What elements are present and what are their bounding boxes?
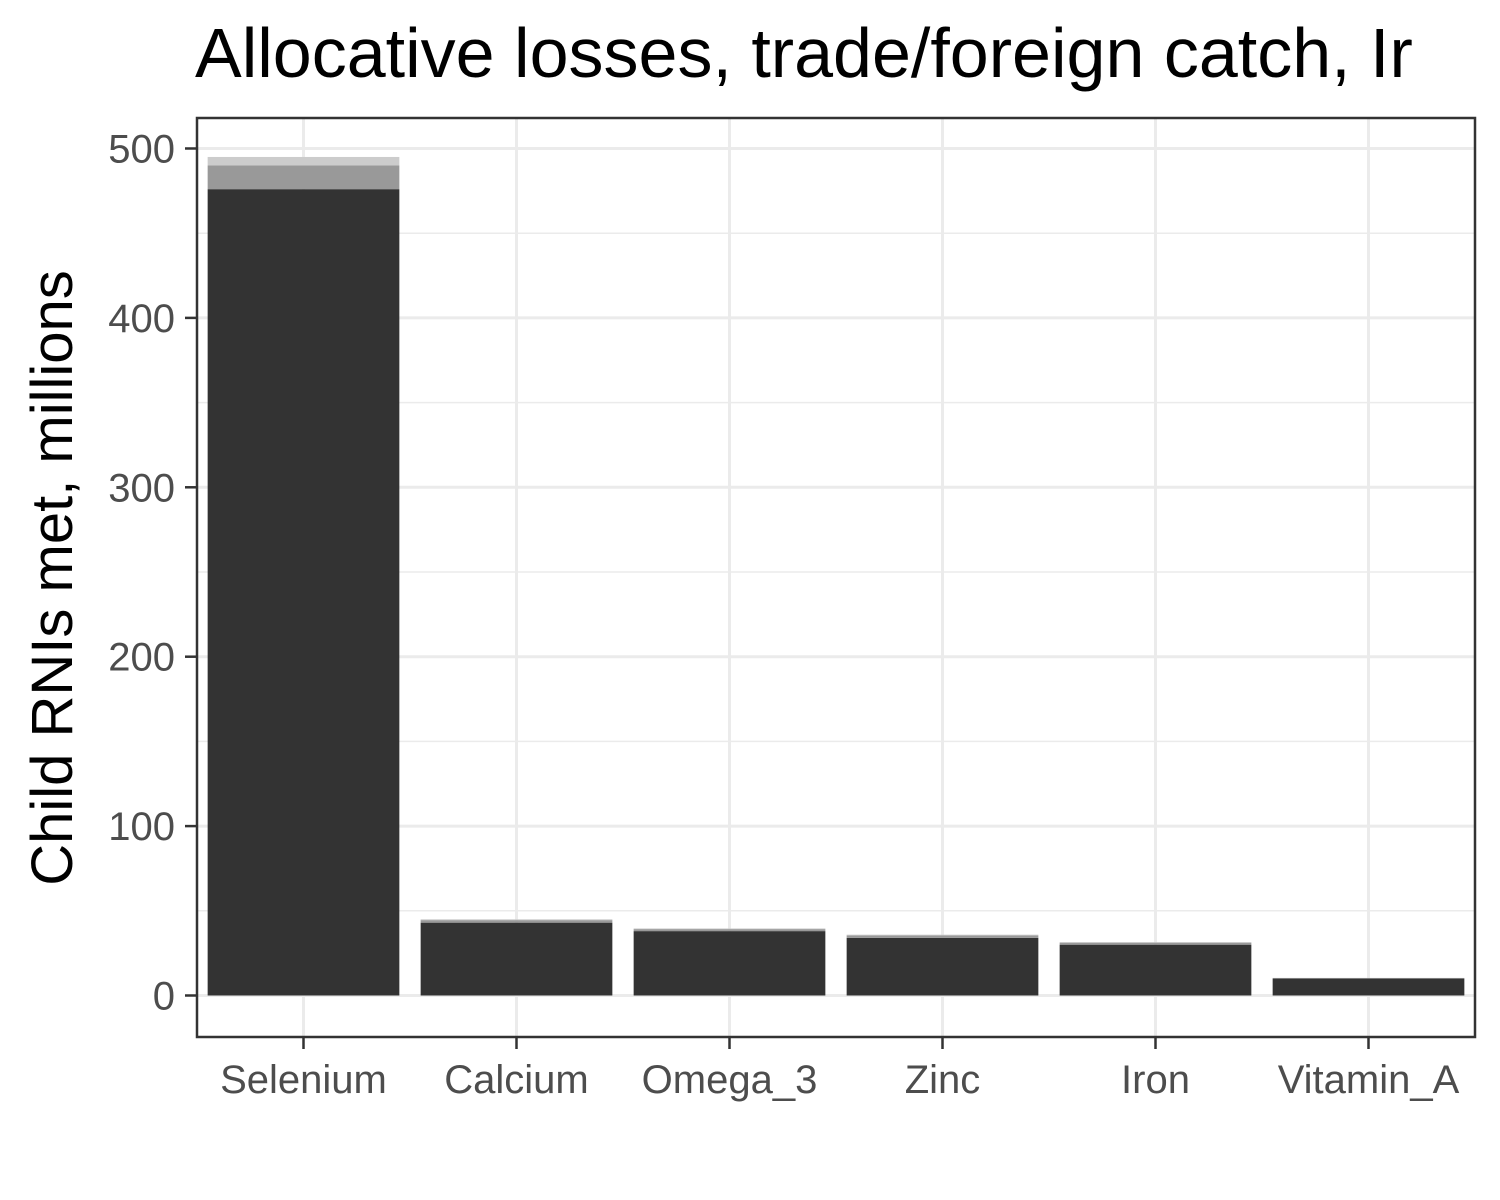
bar-calcium-segment-3 xyxy=(420,919,613,921)
bar-omega-3-segment-1 xyxy=(633,931,826,996)
y-tick-label: 500 xyxy=(108,127,175,171)
bar-iron-segment-1 xyxy=(1059,944,1252,996)
bar-iron-segment-2 xyxy=(1059,942,1252,945)
y-tick-label: 0 xyxy=(153,974,175,1018)
bar-zinc-segment-3 xyxy=(846,934,1039,936)
plot-area: 0 100 200 300 400 500 Selenium Calcium Omega_3 Zi… xyxy=(108,116,1477,1102)
bar-selenium-segment-1 xyxy=(207,189,400,996)
x-tick-label: Calcium xyxy=(444,1058,588,1102)
chart-title: Allocative losses, trade/foreign catch, … xyxy=(195,14,1413,92)
bar-vitamin-a-segment-1 xyxy=(1272,978,1465,996)
y-tick-label: 300 xyxy=(108,466,175,510)
bar-zinc-segment-1 xyxy=(846,937,1039,996)
x-tick-label: Iron xyxy=(1121,1058,1190,1102)
y-axis-label: Child RNIs met, millions xyxy=(20,270,85,886)
y-tick-label: 200 xyxy=(108,636,175,680)
x-tick-label: Omega_3 xyxy=(642,1058,818,1102)
bar-vitamin-a-segment-2 xyxy=(1272,978,1465,979)
x-tick-label: Vitamin_A xyxy=(1278,1058,1460,1102)
bar-selenium-segment-3 xyxy=(207,156,400,166)
bar-iron-segment-3 xyxy=(1059,942,1252,943)
bar-calcium-segment-1 xyxy=(420,922,613,996)
y-tick-label: 400 xyxy=(108,297,175,341)
bar-omega-3-segment-2 xyxy=(633,929,826,932)
x-tick-label: Selenium xyxy=(220,1058,387,1102)
bar-omega-3-segment-3 xyxy=(633,928,826,930)
bar-calcium-segment-2 xyxy=(420,920,613,923)
panel-border xyxy=(195,116,1477,1039)
y-tick-label: 100 xyxy=(108,805,175,849)
bar-selenium-segment-2 xyxy=(207,165,400,190)
bar-zinc-segment-2 xyxy=(846,935,1039,938)
x-tick-label: Zinc xyxy=(905,1058,981,1102)
